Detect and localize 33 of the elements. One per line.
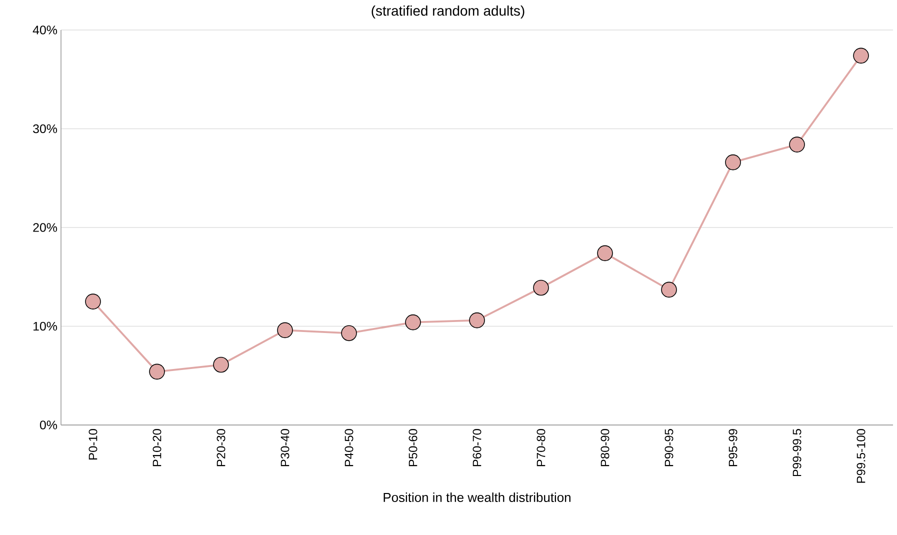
point bbox=[725, 154, 741, 170]
point bbox=[469, 312, 485, 328]
point bbox=[533, 280, 549, 296]
point bbox=[405, 314, 421, 330]
x-tick-label: P99.5-100 bbox=[856, 428, 866, 483]
x-tick-label: P10-20 bbox=[152, 428, 162, 466]
point bbox=[597, 245, 613, 262]
x-tick-label: P20-30 bbox=[216, 428, 226, 466]
y-tick-label: 20% bbox=[33, 223, 58, 232]
chart-subtitle: (stratified random adults) bbox=[372, 6, 524, 19]
x-tick-label: P40-50 bbox=[344, 428, 354, 466]
x-tick-label: P0-10 bbox=[88, 428, 98, 460]
y-tick-label: 30% bbox=[33, 124, 58, 134]
point bbox=[853, 48, 869, 64]
y-tick-label: 10% bbox=[34, 322, 58, 331]
y-tick-label: 0% bbox=[40, 420, 58, 430]
x-tick-label: P50-60 bbox=[408, 428, 418, 466]
x-tick-label: P80-90 bbox=[600, 428, 610, 466]
x-tick-label: P95-99 bbox=[728, 429, 738, 466]
point bbox=[85, 294, 101, 310]
point bbox=[149, 364, 165, 380]
point bbox=[213, 356, 229, 373]
x-tick-label: P60-70 bbox=[472, 428, 482, 466]
y-tick-label: 40% bbox=[32, 26, 58, 34]
point bbox=[341, 325, 357, 342]
x-tick-label: P30-40 bbox=[280, 428, 290, 466]
point bbox=[277, 322, 293, 338]
point bbox=[789, 136, 805, 152]
point bbox=[661, 282, 677, 298]
x-tick-label: P90-95 bbox=[664, 429, 674, 466]
x-tick-label: P99-99.5 bbox=[792, 429, 802, 476]
x-axis-title: Position in the wealth distribution bbox=[384, 492, 570, 502]
x-tick-label: P70-80 bbox=[536, 428, 546, 466]
